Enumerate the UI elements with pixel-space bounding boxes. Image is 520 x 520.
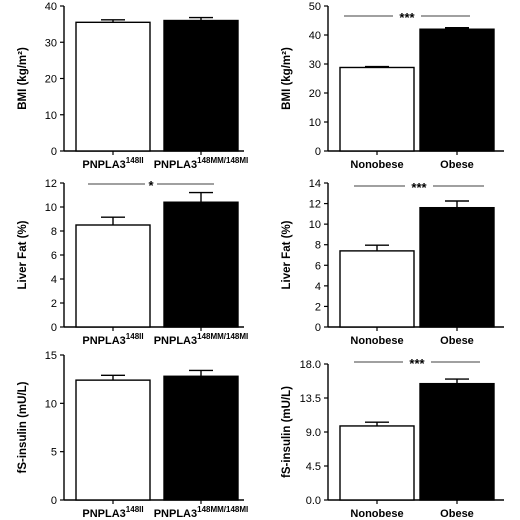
category-name: Nonobese [350, 335, 403, 347]
x-category-label: PNPLA3148MM/148MI [154, 156, 249, 171]
y-tick-label: 2 [51, 298, 57, 310]
significance-gap [405, 182, 433, 190]
y-tick-label: 40 [45, 1, 57, 13]
y-tick-label: 4.5 [306, 461, 321, 473]
category-name: Obese [440, 159, 474, 171]
y-tick-label: 0 [315, 322, 321, 334]
significance-stars: * [148, 178, 154, 193]
y-axis-label: Liver Fat (%) [17, 220, 29, 289]
y-tick-label: 13.5 [300, 393, 321, 405]
bar-1 [339, 66, 415, 152]
bar-1 [75, 224, 151, 328]
y-tick-label: 8 [315, 240, 321, 252]
x-category-label: Nonobese [350, 508, 403, 520]
bar-1 [339, 250, 415, 328]
category-superscript: 148II [126, 332, 144, 341]
category-name: PNPLA3 [82, 335, 125, 347]
significance-gap [145, 180, 157, 188]
y-tick-label: 10 [309, 219, 321, 231]
category-superscript: 148MM/148MI [197, 156, 248, 165]
category-name: PNPLA3 [154, 159, 197, 171]
category-superscript: 148II [126, 505, 144, 514]
x-category-label: PNPLA3148MM/148MI [154, 505, 249, 520]
significance-stars: *** [409, 356, 425, 371]
y-tick-label: 5 [51, 447, 57, 459]
x-category-label: PNPLA3148II [82, 505, 143, 520]
y-tick-label: 0 [51, 322, 57, 334]
category-name: Nonobese [350, 159, 403, 171]
x-category-label: PNPLA3148II [82, 332, 143, 347]
y-tick-label: 10 [309, 117, 321, 129]
category-name: PNPLA3 [82, 508, 125, 520]
bar-1 [75, 21, 151, 152]
bar-2 [419, 28, 495, 152]
y-axis-label: fS-insulin (mU/L) [17, 381, 29, 473]
bar-2 [163, 19, 239, 152]
category-superscript: 148II [126, 156, 144, 165]
y-tick-label: 10 [45, 202, 57, 214]
category-name: PNPLA3 [154, 335, 197, 347]
x-category-label: Obese [440, 508, 474, 520]
y-axis-label: fS-insulin (mU/L) [281, 386, 293, 478]
category-name: PNPLA3 [82, 159, 125, 171]
y-tick-label: 12 [309, 199, 321, 211]
y-tick-label: 6 [315, 260, 321, 272]
chart-panel-4: 0 2 4 6 8 10 12 14 Liver Fat (%) Nonobese Obese *** [281, 178, 504, 347]
y-tick-label: 10 [45, 110, 57, 122]
y-tick-label: 18.0 [300, 359, 321, 371]
bar-1 [75, 379, 151, 501]
y-tick-label: 0.0 [306, 495, 321, 507]
x-category-label: PNPLA3148II [82, 156, 143, 171]
y-tick-label: 9.0 [306, 427, 321, 439]
y-tick-label: 2 [315, 301, 321, 313]
x-category-label: PNPLA3148MM/148MI [154, 332, 249, 347]
y-tick-label: 6 [51, 250, 57, 262]
y-tick-label: 30 [45, 37, 57, 49]
category-name: PNPLA3 [154, 508, 197, 520]
y-tick-label: 20 [45, 74, 57, 86]
y-tick-label: 0 [315, 146, 321, 158]
bar-2 [163, 201, 239, 328]
y-tick-label: 15 [45, 350, 57, 362]
category-name: Obese [440, 508, 474, 520]
y-tick-label: 8 [51, 226, 57, 238]
bar-2 [419, 206, 495, 328]
y-tick-label: 12 [45, 178, 57, 190]
significance-gap [403, 358, 431, 366]
category-superscript: 148MM/148MI [197, 332, 248, 341]
significance-gap [393, 12, 421, 20]
bar-2 [419, 382, 495, 501]
y-tick-label: 4 [315, 281, 321, 293]
x-category-label: Obese [440, 335, 474, 347]
y-axis-label: Liver Fat (%) [281, 220, 293, 289]
y-tick-label: 0 [51, 146, 57, 158]
y-tick-label: 20 [309, 88, 321, 100]
x-category-label: Obese [440, 159, 474, 171]
significance-stars: *** [399, 10, 415, 25]
category-name: Nonobese [350, 508, 403, 520]
bar-2 [163, 375, 239, 501]
category-superscript: 148MM/148MI [197, 505, 248, 514]
y-tick-label: 40 [309, 30, 321, 42]
x-category-label: Nonobese [350, 335, 403, 347]
y-axis-label: BMI (kg/m²) [281, 47, 293, 110]
y-tick-label: 10 [45, 398, 57, 410]
chart-panel-2: 0 10 20 30 40 50 BMI (kg/m²) Nonobese Obese *** [281, 1, 504, 171]
y-tick-label: 0 [51, 495, 57, 507]
y-tick-label: 50 [309, 1, 321, 13]
y-tick-label: 14 [309, 178, 321, 190]
category-name: Obese [440, 335, 474, 347]
significance-stars: *** [411, 180, 427, 195]
y-axis-label: BMI (kg/m²) [17, 47, 29, 110]
y-tick-label: 30 [309, 59, 321, 71]
chart-panel-6: 0.0 4.5 9.0 13.5 18.0 fS-insulin (mU/L) Nonobe… [281, 356, 504, 520]
y-tick-label: 4 [51, 274, 57, 286]
x-category-label: Nonobese [350, 159, 403, 171]
bar-1 [339, 425, 415, 501]
